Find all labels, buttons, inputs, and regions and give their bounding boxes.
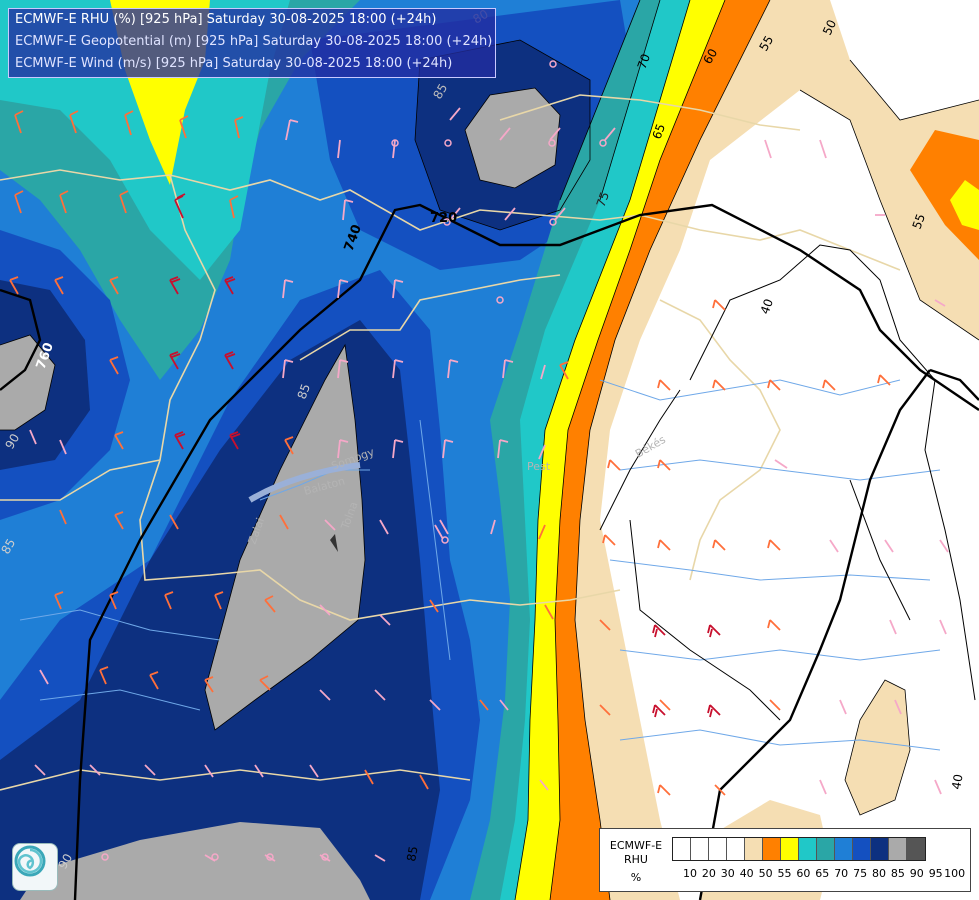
legend-tick-label: 80 (872, 867, 886, 880)
legend-tick-label: 85 (890, 867, 905, 880)
legend-swatch (673, 838, 691, 860)
rhu-label-85-bottom: 85 (404, 845, 420, 862)
rhu-band-55-se-blob (845, 680, 910, 815)
rhu-legend: ECMWF-E RHU % 10 20 30 40 50 55 60 65 70 75 80 85 90… (599, 828, 971, 892)
title-geopotential: ECMWF-E Geopotential (m) [925 hPa] Satur… (15, 34, 493, 49)
legend-swatch (853, 838, 871, 860)
rhu-band-95-top (465, 88, 560, 188)
legend-tick-label: 20 (701, 867, 716, 880)
rhu-label-40-se: 40 (949, 773, 965, 790)
legend-tick-label: 90 (909, 867, 924, 880)
title-wind: ECMWF-E Wind (m/s) [925 hPa] Saturday 30… (15, 56, 453, 71)
legend-swatch (727, 838, 745, 860)
rhu-label-center: 85 (295, 382, 313, 401)
geopotential-isolines (0, 203, 979, 900)
rhu-band-65-ne (950, 180, 979, 230)
legend-swatch (745, 838, 763, 860)
rhu-label-85-top: 85 (430, 81, 450, 101)
rivers (19, 379, 941, 751)
legend-tick-label: 55 (777, 867, 792, 880)
rhu-label-90-left: 90 (2, 431, 22, 451)
map-title-box: ECMWF-E RHU (%) [925 hPa] Saturday 30-08… (8, 8, 496, 78)
geopotential-label-720: 720 (430, 211, 457, 226)
rhu-label-75: 75 (594, 190, 612, 209)
rhu-band-55-ne (850, 60, 979, 310)
rhu-band-95-bottom (20, 822, 370, 900)
legend-swatch (889, 838, 907, 860)
legend-swatch (835, 838, 853, 860)
title-rhu: ECMWF-E RHU (%) [925 hPa] Saturday 30-08… (15, 12, 437, 27)
wind-barbs (9, 60, 949, 862)
place-label-pest: Pest (527, 460, 551, 473)
legend-unit: % (630, 871, 642, 884)
rhu-band-95-left (0, 335, 55, 430)
rhu-label-40: 40 (758, 297, 776, 316)
rhu-band-95-center (205, 345, 365, 730)
rhu-label-bottom-left: 90 (55, 851, 75, 871)
rhu-40-contours (599, 244, 976, 721)
legend-tick-labels: 10 20 30 40 50 55 60 65 70 75 80 85 90 95 100 (680, 867, 970, 881)
rhu-label-60: 60 (700, 46, 720, 66)
legend-swatch (691, 838, 709, 860)
legend-swatch (817, 838, 835, 860)
legend-swatch (781, 838, 799, 860)
legend-tick-label: 40 (739, 867, 754, 880)
legend-tick-label: 10 (683, 867, 697, 880)
legend-field: RHU (624, 853, 648, 866)
wind-barb-orange (9, 110, 891, 796)
rhu-band-60-ne (910, 130, 979, 260)
legend-tick-label: 60 (796, 867, 811, 880)
swirl-icon (14, 845, 46, 877)
wind-calm-circles (101, 60, 607, 861)
legend-tick-label: 50 (758, 867, 773, 880)
legend-tick-label: 100 (944, 867, 966, 880)
lake-balaton (248, 462, 361, 503)
wind-barb-red (169, 193, 721, 718)
legend-tick-label: 30 (720, 867, 735, 880)
legend-model: ECMWF-E (609, 839, 663, 852)
rhu-label-70: 70 (635, 52, 653, 71)
legend-swatch (799, 838, 817, 860)
small-marker-icon (330, 534, 338, 552)
rhu-band-45-east (830, 0, 979, 120)
legend-swatch (871, 838, 889, 860)
legend-tick-label: 75 (853, 867, 868, 880)
rhu-label-65: 65 (650, 122, 668, 141)
legend-swatch (709, 838, 727, 860)
legend-tick-label: 65 (815, 867, 830, 880)
rhu-label-50: 50 (820, 18, 839, 38)
legend-swatch (763, 838, 781, 860)
ecmwf-swirl-logo-icon (12, 843, 58, 891)
rhu-label-ne: 55 (910, 212, 928, 231)
legend-tick-label: 95 (928, 867, 943, 880)
rhu-label-55: 55 (756, 33, 776, 53)
legend-tick-label: 70 (834, 867, 849, 880)
legend-color-scale (672, 837, 926, 861)
legend-swatch (907, 838, 925, 860)
